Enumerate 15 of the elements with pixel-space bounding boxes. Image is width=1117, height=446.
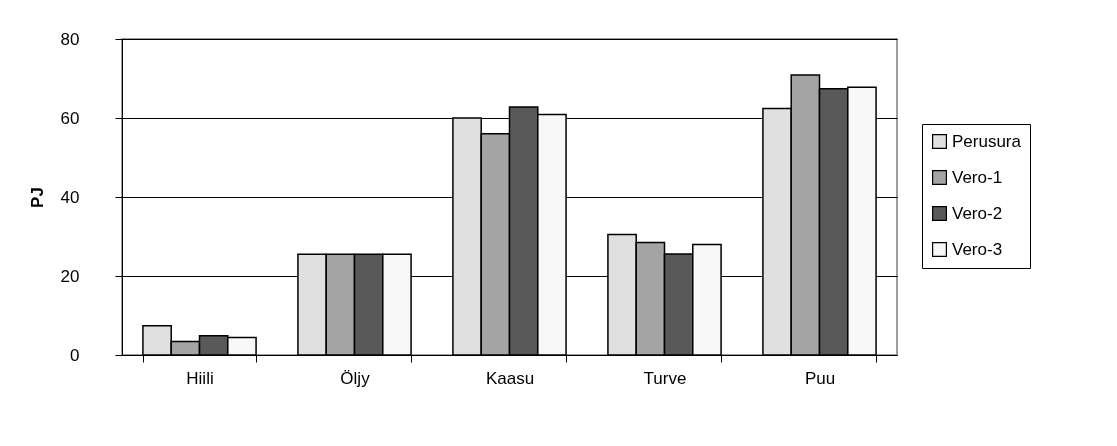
y-tick-label: 60: [60, 108, 80, 128]
y-tick-label: 80: [60, 29, 80, 49]
legend-label: Vero-3: [952, 239, 1003, 259]
x-tick-label: Kaasu: [485, 368, 535, 388]
y-tick-label: 40: [60, 187, 80, 207]
legend-label: Perusura: [952, 131, 1022, 151]
x-tick-label: Turve: [643, 368, 687, 388]
y-tick-label: 20: [60, 266, 80, 286]
x-tick-label: Puu: [804, 368, 836, 388]
x-tick-label: Hiili: [186, 368, 214, 388]
legend-label: Vero-1: [952, 167, 1003, 187]
y-axis-title: PJ: [27, 187, 47, 208]
legend-label: Vero-2: [952, 203, 1003, 223]
y-tick-label: 0: [70, 345, 80, 365]
x-tick-label: Öljy: [340, 368, 371, 388]
